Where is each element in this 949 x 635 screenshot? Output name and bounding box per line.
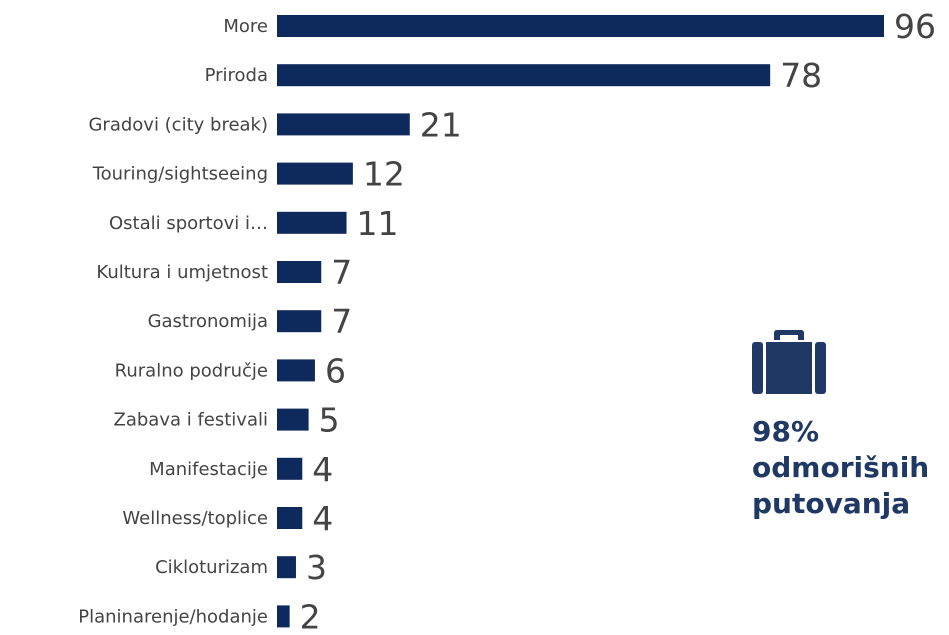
bar bbox=[277, 64, 771, 87]
value-label: 4 bbox=[312, 499, 333, 538]
category-label: Ruralno područje bbox=[115, 360, 268, 381]
bar bbox=[277, 162, 353, 185]
value-label: 78 bbox=[780, 56, 822, 95]
category-label: Wellness/toplice bbox=[122, 508, 268, 529]
value-label: 7 bbox=[331, 302, 352, 341]
value-label: 2 bbox=[300, 597, 321, 635]
callout: 98% odmorišnih putovanja bbox=[752, 330, 949, 522]
category-label: Touring/sightseeing bbox=[92, 164, 268, 185]
category-label: Planinarenje/hodanje bbox=[78, 606, 268, 627]
bar bbox=[277, 507, 303, 529]
bar bbox=[277, 113, 410, 136]
bar bbox=[277, 15, 884, 37]
value-label: 3 bbox=[306, 548, 327, 587]
category-label: Gastronomija bbox=[148, 311, 268, 332]
bar bbox=[277, 605, 290, 628]
bar bbox=[277, 359, 315, 382]
category-label: Kultura i umjetnost bbox=[96, 262, 268, 283]
value-label: 4 bbox=[312, 450, 333, 489]
category-label: Gradovi (city break) bbox=[88, 114, 268, 135]
category-label: Manifestacije bbox=[149, 459, 268, 480]
value-label: 7 bbox=[331, 253, 352, 292]
bar bbox=[277, 261, 322, 283]
value-label: 5 bbox=[319, 401, 340, 440]
bar bbox=[277, 556, 296, 579]
category-label: Ostali sportovi i… bbox=[109, 213, 268, 234]
bar bbox=[277, 211, 347, 234]
callout-text: 98% odmorišnih putovanja bbox=[752, 414, 949, 522]
category-label: More bbox=[223, 16, 268, 37]
suitcase-icon bbox=[752, 330, 826, 394]
category-label: Zabava i festivali bbox=[114, 410, 268, 431]
callout-line-2: odmorišnih bbox=[752, 451, 930, 484]
callout-percent: 98% bbox=[752, 415, 820, 448]
value-label: 12 bbox=[363, 155, 405, 194]
value-label: 6 bbox=[325, 351, 346, 390]
value-label: 96 bbox=[894, 7, 936, 46]
bar bbox=[277, 457, 303, 480]
value-label: 21 bbox=[420, 105, 462, 144]
category-label: Cikloturizam bbox=[155, 557, 268, 578]
bar bbox=[277, 310, 322, 333]
category-label: Priroda bbox=[205, 65, 268, 86]
value-label: 11 bbox=[357, 204, 399, 243]
bar bbox=[277, 408, 309, 431]
callout-line-3: putovanja bbox=[752, 487, 911, 520]
